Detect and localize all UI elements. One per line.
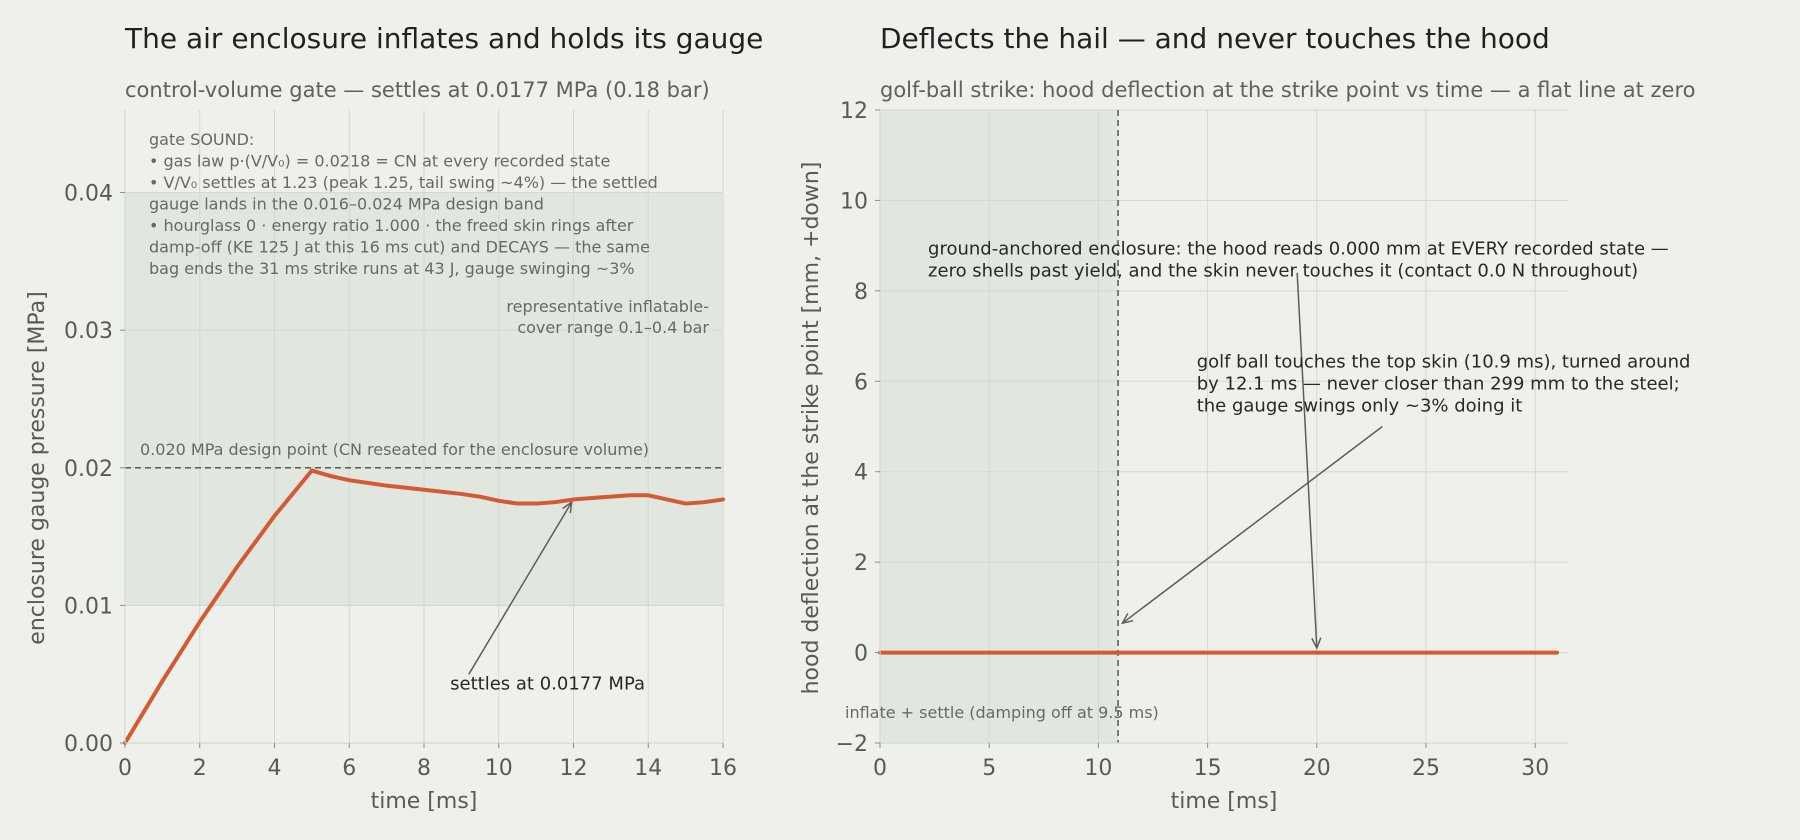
deflection-chart-x-tick-label: 15 — [1194, 756, 1222, 781]
pressure-chart-note-line: • gas law p·(V/V₀) = 0.0218 = CN at ever… — [149, 152, 610, 171]
deflection-chart-y-tick-label: 4 — [854, 461, 868, 486]
deflection-chart-x-tick-label: 25 — [1412, 756, 1440, 781]
pressure-chart-x-tick-label: 12 — [560, 756, 588, 781]
pressure-chart-annotation-1: settles at 0.0177 MPa — [450, 500, 645, 694]
deflection-chart-annotation-arrow — [1296, 272, 1318, 649]
deflection-chart-settle-region-label: inflate + settle (damping off at 9.5 ms) — [845, 703, 1159, 722]
pressure-chart-note-line: • V/V₀ settles at 1.23 (peak 1.25, tail … — [149, 173, 658, 192]
deflection-chart-x-tick-label: 5 — [982, 756, 996, 781]
deflection-chart: Deflects the hail — and never touches th… — [799, 22, 1695, 814]
pressure-chart-y-tick-label: 0.04 — [64, 182, 113, 207]
pressure-chart-y-axis-label: enclosure gauge pressure [MPa] — [25, 291, 50, 644]
pressure-chart-x-axis-label: time [ms] — [371, 789, 478, 814]
pressure-chart-note-line: damp-off (KE 125 J at this 16 ms cut) an… — [149, 238, 650, 257]
pressure-chart-x-tick-label: 10 — [485, 756, 513, 781]
deflection-chart-x-axis-label: time [ms] — [1171, 789, 1278, 814]
deflection-chart-y-tick-label: −2 — [836, 732, 868, 757]
deflection-chart-annotation-arrow-head — [1311, 637, 1322, 650]
deflection-chart-x-tick-label: 10 — [1084, 756, 1112, 781]
pressure-chart-band-label: representative inflatable-cover range 0.… — [506, 297, 709, 337]
deflection-chart-x-tick-label: 20 — [1303, 756, 1331, 781]
pressure-chart-note-line: bag ends the 31 ms strike runs at 43 J, … — [149, 259, 635, 278]
pressure-chart-band-label-line: cover range 0.1–0.4 bar — [517, 318, 709, 337]
deflection-chart-annotation-text: by 12.1 ms — never closer than 299 mm to… — [1197, 374, 1680, 395]
deflection-chart-subtitle: golf-ball strike: hood deflection at the… — [880, 78, 1695, 102]
deflection-chart-settle-region — [880, 110, 1119, 743]
pressure-chart-note-line: gate SOUND: — [149, 130, 254, 149]
deflection-chart-y-tick-label: 8 — [854, 280, 868, 305]
pressure-chart-notes: gate SOUND: • gas law p·(V/V₀) = 0.0218 =… — [149, 130, 658, 278]
deflection-chart-annotation-arrow — [1121, 425, 1383, 624]
deflection-chart-y-tick-label: 0 — [854, 642, 868, 667]
pressure-chart-band-label-line: representative inflatable- — [506, 297, 709, 316]
deflection-chart-annotation-arrow-head — [1120, 613, 1134, 625]
pressure-chart-subtitle: control-volume gate — settles at 0.0177 … — [125, 78, 710, 102]
deflection-chart-y-tick-label: 10 — [840, 189, 868, 214]
pressure-chart-annotation-arrow — [468, 501, 573, 675]
deflection-chart-y-axis-label: hood deflection at the strike point [mm,… — [799, 162, 824, 695]
pressure-chart-y-tick-label: 0.02 — [64, 457, 113, 482]
pressure-chart-x-tick-label: 2 — [193, 756, 207, 781]
deflection-chart-x-tick-label: 0 — [873, 756, 887, 781]
deflection-chart-y-tick-label: 12 — [840, 99, 868, 124]
pressure-chart-note-line: • hourglass 0 · energy ratio 1.000 · the… — [149, 216, 634, 235]
pressure-chart-annotation-arrow-head — [562, 500, 573, 514]
deflection-chart-y-tick-label: 6 — [854, 370, 868, 395]
pressure-chart-x-tick-label: 16 — [709, 756, 737, 781]
pressure-chart-design-point-label: 0.020 MPa design point (CN reseated for … — [140, 440, 649, 459]
deflection-chart-annotation-text: zero shells past yield, and the skin nev… — [928, 261, 1638, 282]
pressure-chart-y-tick-label: 0.03 — [64, 319, 113, 344]
deflection-chart-x-tick-label: 30 — [1521, 756, 1549, 781]
pressure-chart-title: The air enclosure inflates and holds its… — [124, 22, 763, 55]
deflection-chart-annotation-text: the gauge swings only ~3% doing it — [1197, 396, 1523, 417]
pressure-chart-note-line: gauge lands in the 0.016–0.024 MPa desig… — [149, 195, 544, 214]
pressure-chart-x-tick-label: 4 — [268, 756, 282, 781]
deflection-chart-title: Deflects the hail — and never touches th… — [880, 22, 1550, 55]
pressure-chart-series-line — [123, 468, 725, 745]
pressure-chart: The air enclosure inflates and holds its… — [25, 22, 763, 814]
deflection-chart-annotation-text: ground-anchored enclosure: the hood read… — [928, 239, 1669, 260]
pressure-chart-x-tick-label: 14 — [634, 756, 662, 781]
pressure-chart-y-tick-label: 0.00 — [64, 732, 113, 757]
deflection-chart-annotation-2: golf ball touches the top skin (10.9 ms)… — [1120, 352, 1691, 625]
deflection-chart-annotation-1: ground-anchored enclosure: the hood read… — [928, 239, 1669, 650]
pressure-chart-annotation-text: settles at 0.0177 MPa — [450, 673, 645, 694]
pressure-chart-x-tick-label: 8 — [417, 756, 431, 781]
pressure-chart-y-tick-label: 0.01 — [64, 594, 113, 619]
pressure-chart-x-tick-label: 6 — [342, 756, 356, 781]
pressure-chart-x-tick-label: 0 — [118, 756, 132, 781]
deflection-chart-y-tick-label: 2 — [854, 551, 868, 576]
deflection-chart-annotation-text: golf ball touches the top skin (10.9 ms)… — [1197, 352, 1691, 373]
